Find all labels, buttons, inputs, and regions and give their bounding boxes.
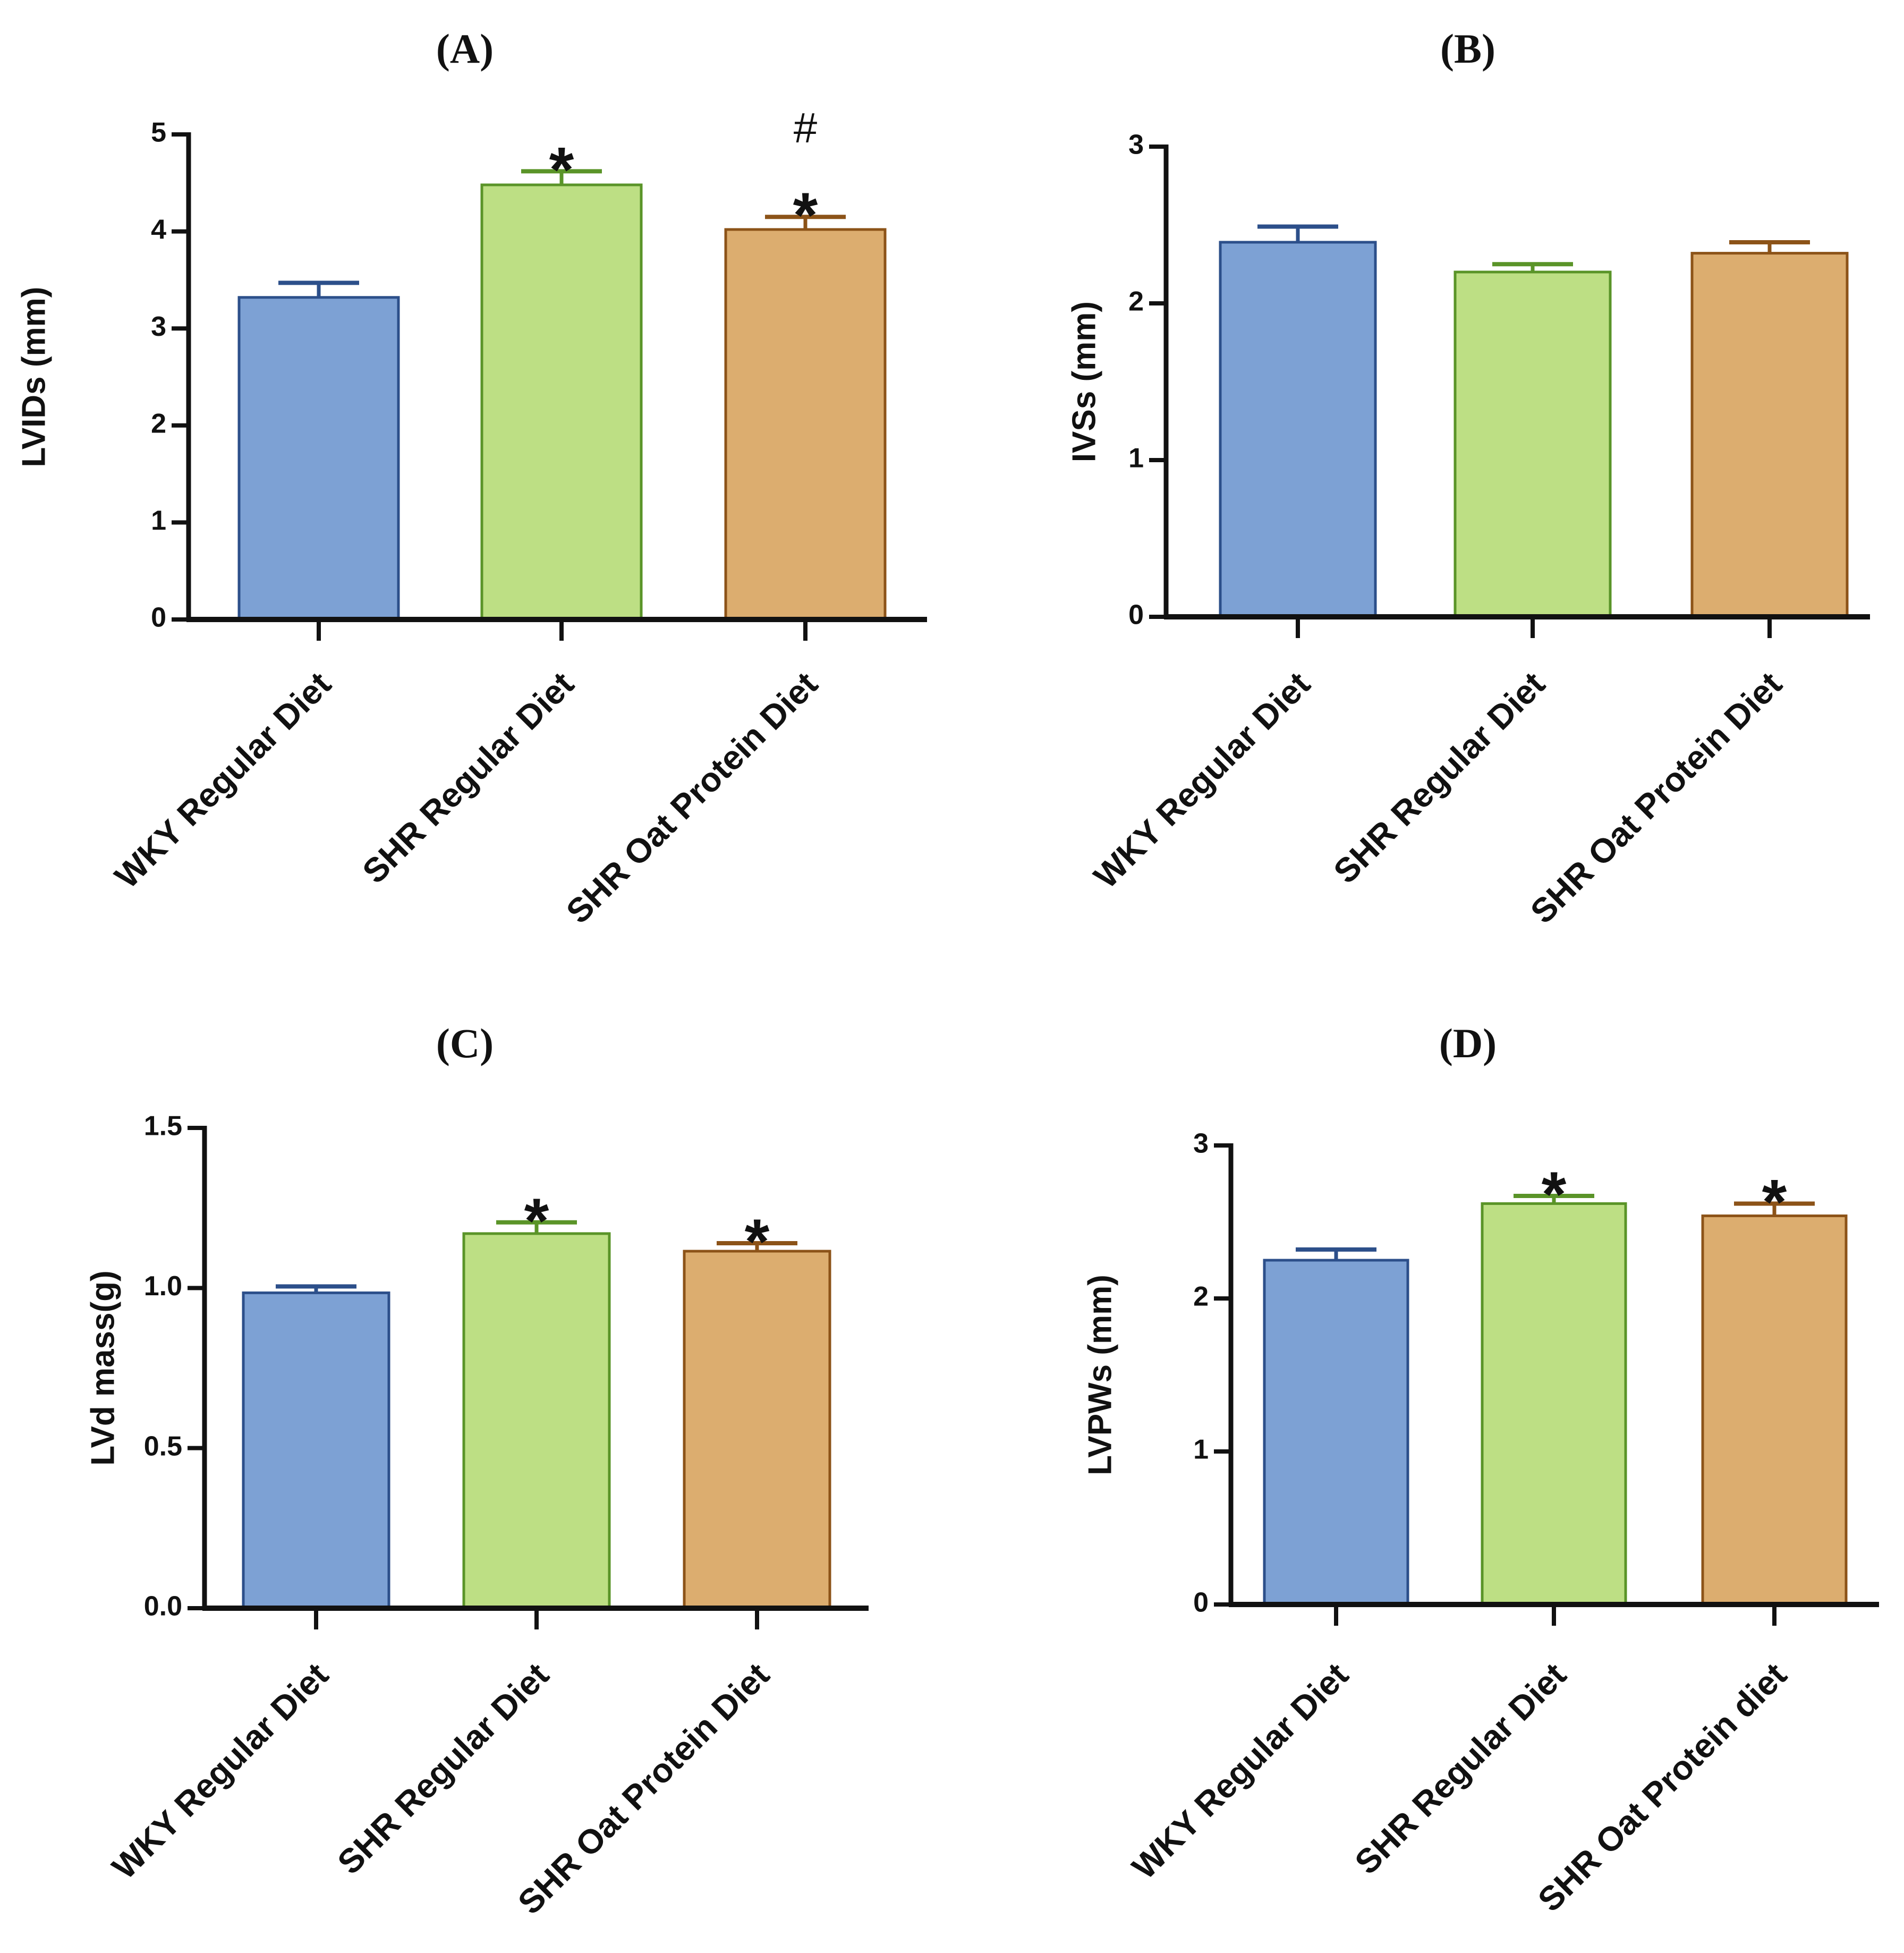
panel-d-title: (D): [1439, 1020, 1497, 1066]
panel-a-category-label-2: SHR Regular Diet: [355, 665, 581, 891]
panel-b: (B) IVSs (mm) WKY Regular Diet SHR Regular …: [1066, 26, 1870, 931]
panel-a-y-tick-label-1: 1: [151, 505, 166, 536]
panel-c-y-tick-label-2: 1.0: [144, 1271, 182, 1302]
panel-d-y-axis-label: LVPWs (mm): [1082, 1275, 1118, 1475]
panel-a-title: (A): [436, 26, 494, 72]
panel-c-y-axis-label: LVd mass(g): [84, 1270, 121, 1465]
panel-b-bar-1: [1219, 241, 1377, 618]
panel-b-bar-3: [1690, 252, 1849, 618]
panel-b-y-tick-label-0: 0: [1128, 600, 1144, 631]
panel-c-category-label-2: SHR Regular Diet: [330, 1655, 556, 1882]
panel-a-y-tick-label-0: 0: [151, 602, 166, 633]
panel-a-bar-1: [237, 296, 400, 621]
panel-c-title: (C): [436, 1020, 494, 1066]
panel-d-y-tick-label-3: 3: [1193, 1128, 1209, 1159]
panel-a-category-label-1: WKY Regular Diet: [107, 665, 338, 896]
panel-a-y-tick-label-4: 4: [151, 214, 166, 245]
panel-b-y-tick-label-3: 3: [1128, 130, 1144, 160]
panel-b-bar-2: [1454, 270, 1612, 618]
panel-a-significance-3-2: #: [794, 104, 818, 151]
panel-a-bar-2: [480, 183, 643, 621]
panel-a: (A) LVIDs (mm) WKY Regular Diet * SHR Regula…: [15, 26, 927, 931]
panel-c-y-tick-label-3: 1.5: [144, 1111, 182, 1142]
panel-c-bar-1: [242, 1291, 390, 1610]
panel-d-y-tick-label-1: 1: [1193, 1434, 1209, 1465]
panel-a-y-tick-label-3: 3: [151, 311, 166, 342]
panel-c-category-label-1: WKY Regular Diet: [105, 1655, 336, 1887]
panel-b-title: (B): [1440, 26, 1495, 72]
panel-d-y-tick-label-0: 0: [1193, 1587, 1209, 1618]
panel-b-category-label-3: SHR Oat Protein Diet: [1523, 665, 1789, 931]
panel-a-significance-3-1: *: [793, 180, 818, 251]
panel-c-bar-3: [683, 1250, 831, 1610]
panel-d: (D) LVPWs (mm) WKY Regular Diet * SHR Regula…: [1082, 1020, 1879, 1919]
panel-a-category-label-3: SHR Oat Protein Diet: [559, 665, 825, 931]
panel-d-category-label-3: SHR Oat Protein diet: [1531, 1655, 1794, 1919]
panel-b-category-label-2: SHR Regular Diet: [1326, 665, 1552, 891]
panel-b-y-axis-label: IVSs (mm): [1066, 301, 1102, 462]
panel-b-category-label-1: WKY Regular Diet: [1086, 665, 1318, 896]
panel-d-bar-2: [1481, 1202, 1627, 1606]
panel-d-significance-2-1: *: [1542, 1159, 1567, 1230]
panel-d-bar-1: [1263, 1259, 1409, 1606]
panel-c-significance-2-1: *: [524, 1185, 549, 1256]
panel-a-bar-3: [724, 228, 887, 621]
panel-b-y-tick-label-2: 2: [1128, 286, 1144, 317]
panel-b-y-tick-label-1: 1: [1128, 443, 1144, 474]
panel-a-y-axis-label: LVIDs (mm): [15, 287, 52, 468]
panel-a-y-tick-label-5: 5: [151, 117, 166, 148]
panel-c: (C) LVd mass(g) WKY Regular Diet * SHR Regul…: [84, 1020, 869, 1922]
panel-d-category-label-1: WKY Regular Diet: [1125, 1655, 1356, 1887]
panel-d-y-tick-label-2: 2: [1193, 1281, 1209, 1312]
panel-d-bar-3: [1701, 1214, 1848, 1606]
panel-c-significance-3-1: *: [745, 1206, 770, 1277]
panel-c-bar-2: [462, 1232, 611, 1610]
panel-c-y-tick-label-1: 0.5: [144, 1431, 182, 1462]
panel-c-category-label-3: SHR Oat Protein Diet: [511, 1655, 777, 1922]
panel-c-y-tick-label-0: 0.0: [144, 1591, 182, 1622]
panel-d-significance-3-1: *: [1762, 1166, 1787, 1237]
panel-a-significance-2-1: *: [549, 134, 574, 205]
panel-a-y-tick-label-2: 2: [151, 409, 166, 439]
panel-d-category-label-2: SHR Regular Diet: [1347, 1655, 1574, 1882]
